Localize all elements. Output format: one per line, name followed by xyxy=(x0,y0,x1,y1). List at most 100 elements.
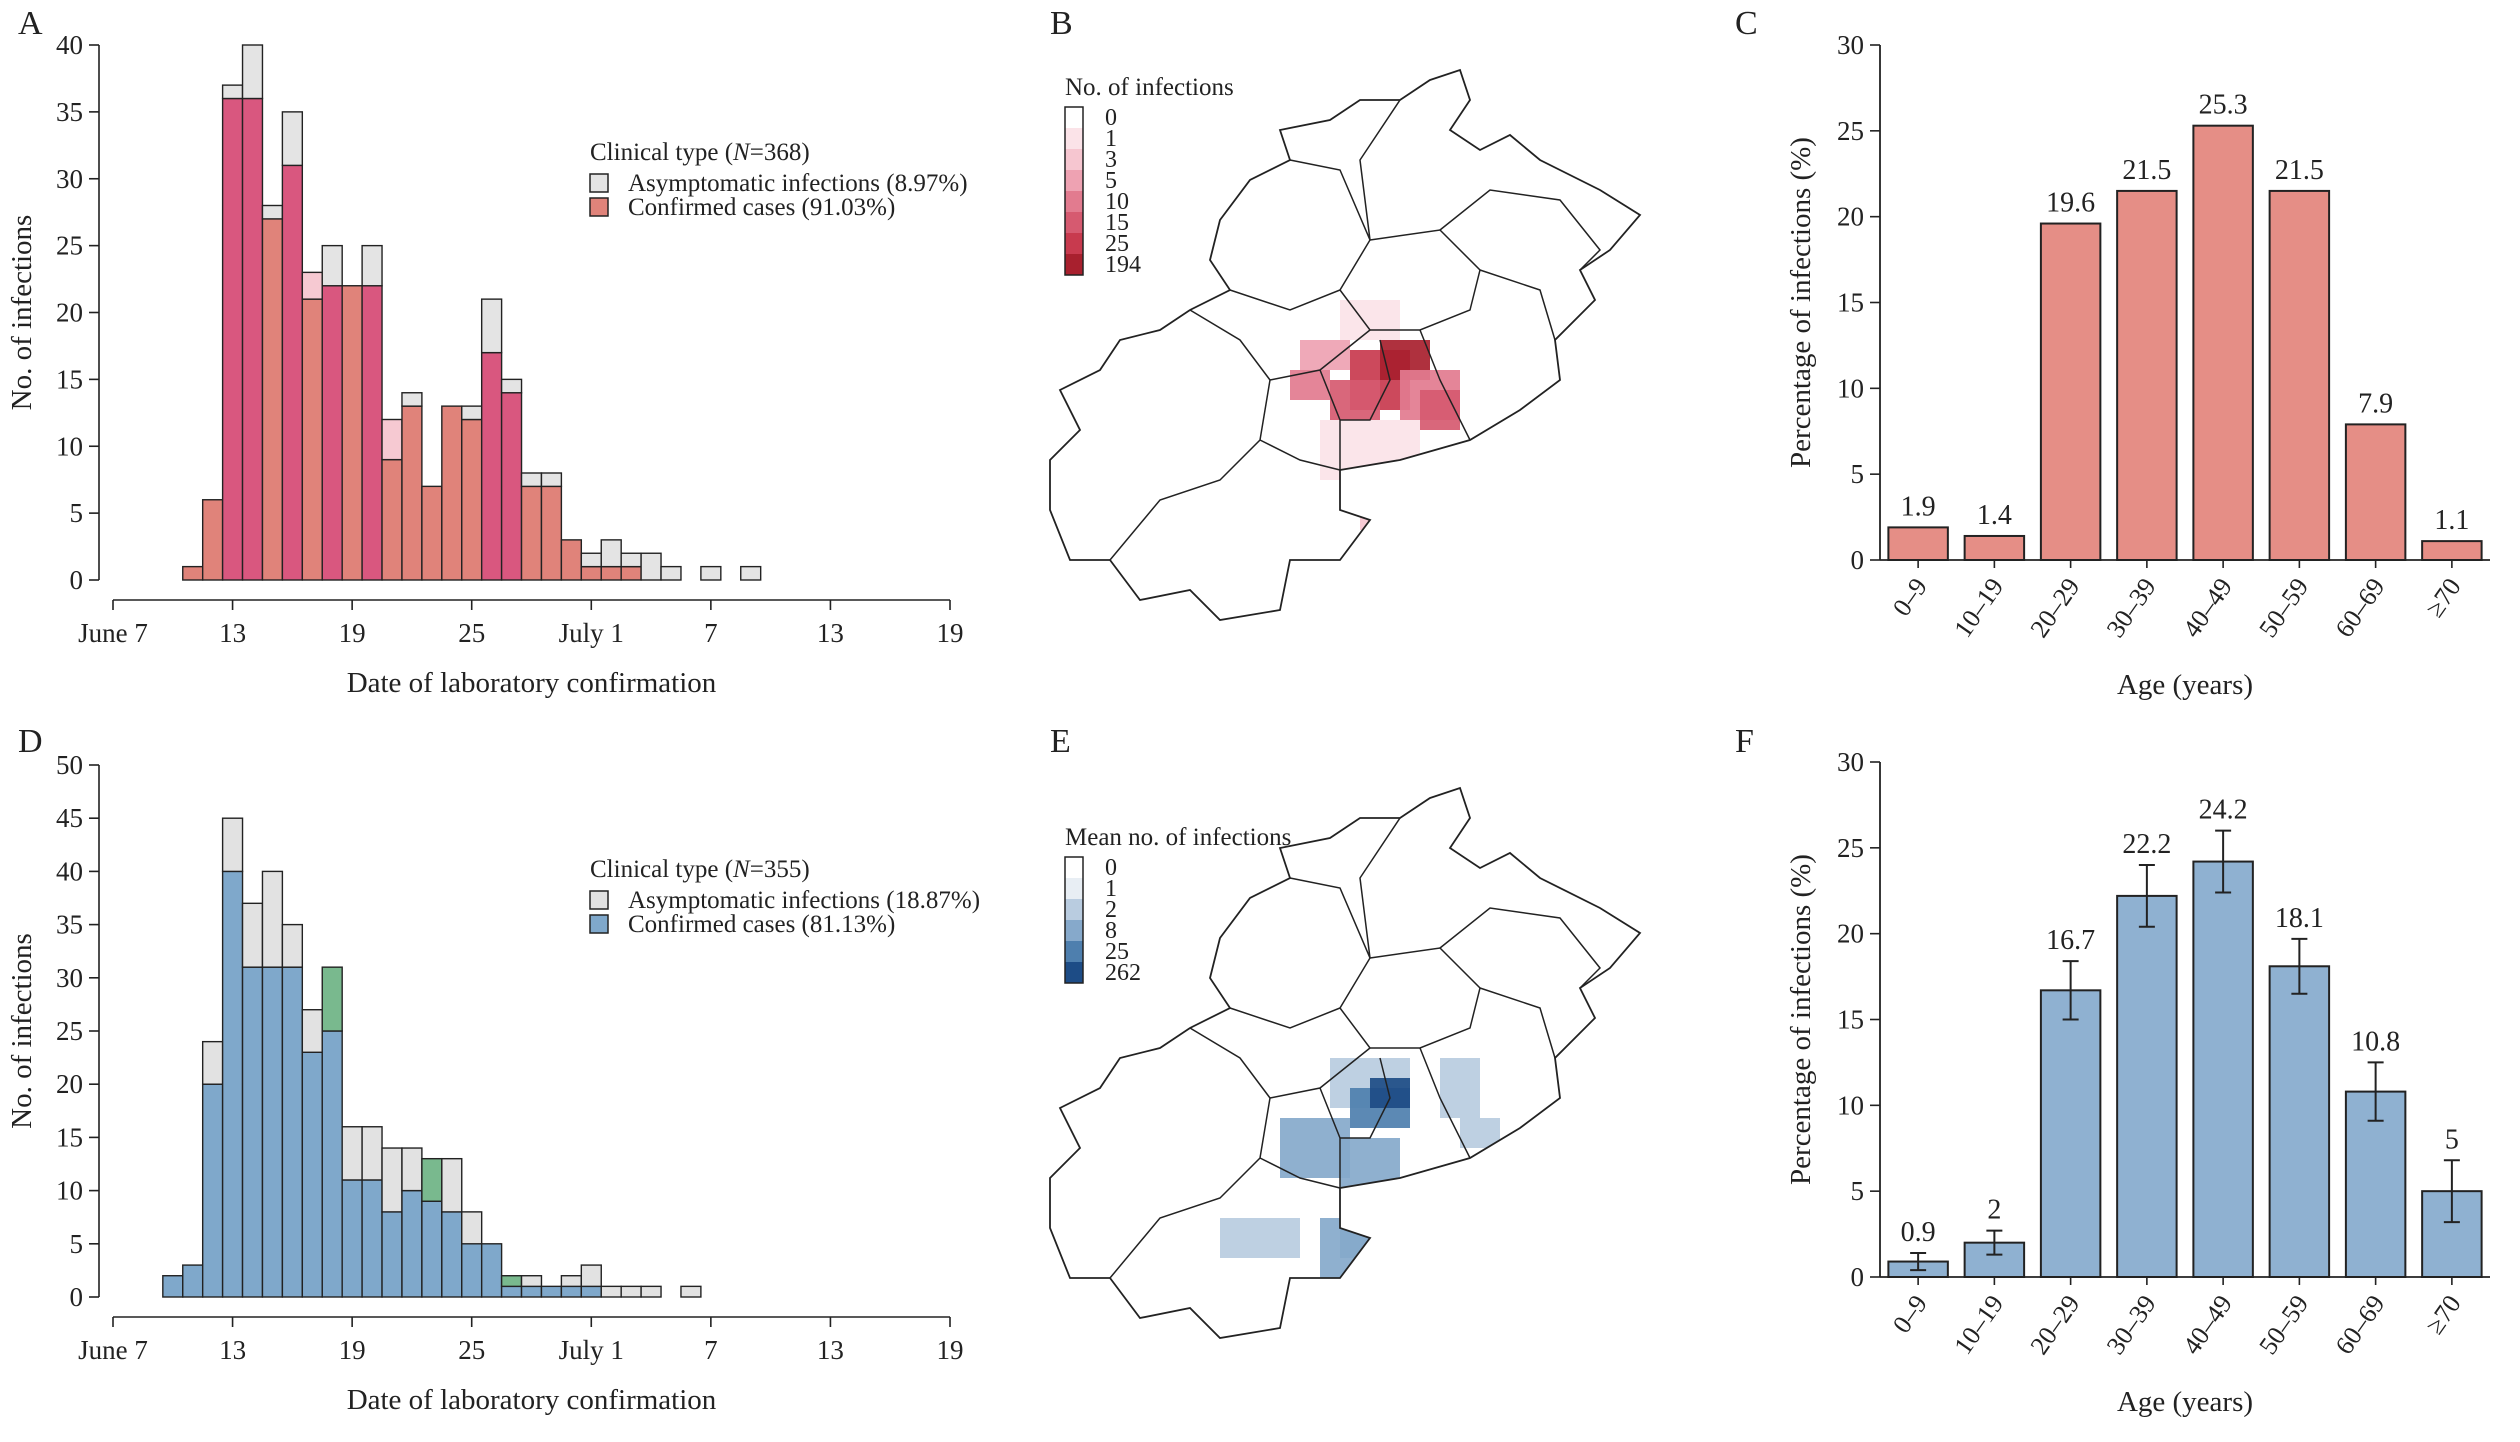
bar-confirmed xyxy=(381,1211,403,1298)
axes-group: June 7 13 19 25 July 1 7 13 19 0 5 10 15 20 25 30 35 40 4… xyxy=(56,750,964,1365)
y-tick-label: 25 xyxy=(1837,833,1864,863)
panel-letter-a: A xyxy=(18,5,43,42)
x-category-label: 60–69 xyxy=(2330,573,2391,643)
x-category-label: 0–9 xyxy=(1887,573,1933,622)
data-label: 24.2 xyxy=(2199,795,2248,826)
bar-confirmed xyxy=(301,298,323,581)
map-district-borders xyxy=(1049,786,1642,1339)
legend-value-label: 5 xyxy=(1105,168,1117,194)
bar-age xyxy=(2192,124,2254,562)
bar-confirmed xyxy=(301,1051,323,1298)
bar-asymptomatic xyxy=(261,204,284,220)
x-axis-label: Date of laboratory confirmation xyxy=(347,1384,717,1416)
x-category-label: 20–29 xyxy=(2025,1290,2086,1360)
bar-age xyxy=(2344,423,2407,561)
bar-confirmed xyxy=(321,1030,343,1298)
bars-group xyxy=(162,817,702,1298)
map-district-borders xyxy=(1049,68,1642,621)
bar-confirmed xyxy=(261,966,284,1298)
bar-asymptomatic xyxy=(401,1147,423,1192)
bar-asymptomatic xyxy=(241,44,264,100)
bar-age xyxy=(1963,534,2026,562)
map-hotspot-cell xyxy=(1220,1218,1300,1258)
bar-asymptomatic xyxy=(600,1285,622,1298)
bar-confirmed xyxy=(401,405,423,581)
bar-confirmed xyxy=(321,285,343,581)
map-district-border xyxy=(1339,947,1481,1049)
bar-confirmed xyxy=(241,966,264,1298)
y-tick-label: 0 xyxy=(1851,545,1865,575)
bar-confirmed xyxy=(341,285,363,581)
legend: Clinical type (N=355) Asymptomatic infec… xyxy=(589,856,980,938)
legend-color-bar-frame xyxy=(1064,106,1084,276)
legend-title-part: Clinical type ( xyxy=(590,139,733,166)
y-tick-label: 40 xyxy=(56,856,83,886)
legend-title-part: =355) xyxy=(750,856,810,883)
legend-label-asymptomatic: Asymptomatic infections (8.97%) xyxy=(628,170,968,197)
bar-asymptomatic xyxy=(520,1275,543,1288)
x-category-label: 50–59 xyxy=(2253,1290,2314,1360)
x-tick-label: 13 xyxy=(817,618,844,648)
bar-confirmed xyxy=(480,1243,503,1298)
bar-confirmed xyxy=(421,485,443,581)
x-category-label: ≥70 xyxy=(2420,573,2467,623)
data-label: 10.8 xyxy=(2351,1026,2400,1057)
y-axis-label: Percentage of infections (%) xyxy=(1785,137,1817,468)
bar-asymptomatic xyxy=(281,111,304,167)
panel-letter-e: E xyxy=(1050,723,1071,760)
epicurve-chart-d: June 7 13 19 25 July 1 7 13 19 0 5 10 15 20 25 30 35 40 4… xyxy=(6,750,980,1416)
y-tick-label: 0 xyxy=(70,1282,84,1312)
legend-color-step xyxy=(1065,170,1083,191)
bar-asymptomatic xyxy=(540,472,563,488)
bar-age xyxy=(2116,894,2178,1279)
x-tick-label: 7 xyxy=(704,618,718,648)
y-tick-label: 10 xyxy=(1837,1090,1864,1120)
x-category-label: 30–39 xyxy=(2101,1290,2162,1360)
x-category-label: 0–9 xyxy=(1887,1290,1933,1339)
bar-confirmed xyxy=(221,870,244,1298)
bar-confirmed xyxy=(580,1285,602,1298)
map-district-border xyxy=(1340,1057,1391,1139)
y-tick-label: 45 xyxy=(56,803,83,833)
map-hotspot-cell xyxy=(1340,300,1400,340)
bar-confirmed xyxy=(241,97,264,581)
legend-title-italic: N xyxy=(732,139,751,166)
bar-confirmed xyxy=(480,351,503,581)
axes-group: June 7 13 19 25 July 1 7 13 19 0 5 10 15 20 25 30 35 40 xyxy=(56,30,964,648)
legend-label-confirmed: Confirmed cases (81.13%) xyxy=(628,911,895,938)
x-tick-label: 19 xyxy=(937,1335,964,1365)
epicurve-chart-a: June 7 13 19 25 July 1 7 13 190510152025303540 … xyxy=(6,30,968,699)
bar-asymptomatic xyxy=(680,1285,702,1298)
y-tick-label: 10 xyxy=(56,431,83,461)
legend-color-step xyxy=(1065,941,1083,962)
y-tick-label: 5 xyxy=(70,498,84,528)
y-tick-label: 40 xyxy=(56,30,83,60)
bar-confirmed xyxy=(441,405,463,581)
bar-confirmed xyxy=(520,485,543,581)
legend-value-label: 25 xyxy=(1105,939,1129,965)
data-label: 21.5 xyxy=(2275,155,2324,186)
map-district-border xyxy=(1479,987,1556,1059)
y-tick-label: 15 xyxy=(1837,288,1864,318)
x-axis-label: Age (years) xyxy=(2117,669,2253,701)
map-district-border xyxy=(1359,99,1401,241)
bar-asymptomatic xyxy=(461,405,483,421)
data-label: 7.9 xyxy=(2358,388,2393,419)
x-tick-label: June 7 xyxy=(78,1335,148,1365)
data-label: 1.9 xyxy=(1901,491,1936,522)
data-label: 19.6 xyxy=(2046,188,2095,219)
x-category-label: 40–49 xyxy=(2177,573,2238,643)
data-label: 5 xyxy=(2445,1124,2459,1155)
bar-asymptomatic xyxy=(461,1211,483,1245)
bar-confirmed xyxy=(500,392,523,581)
legend-color-step xyxy=(1065,191,1083,212)
bar-confirmed xyxy=(221,97,244,581)
bar-confirmed xyxy=(441,1211,463,1298)
data-label: 22.2 xyxy=(2122,829,2171,860)
y-tick-label: 15 xyxy=(56,1122,83,1152)
bar-confirmed xyxy=(261,218,284,581)
x-tick-label: 19 xyxy=(937,618,964,648)
